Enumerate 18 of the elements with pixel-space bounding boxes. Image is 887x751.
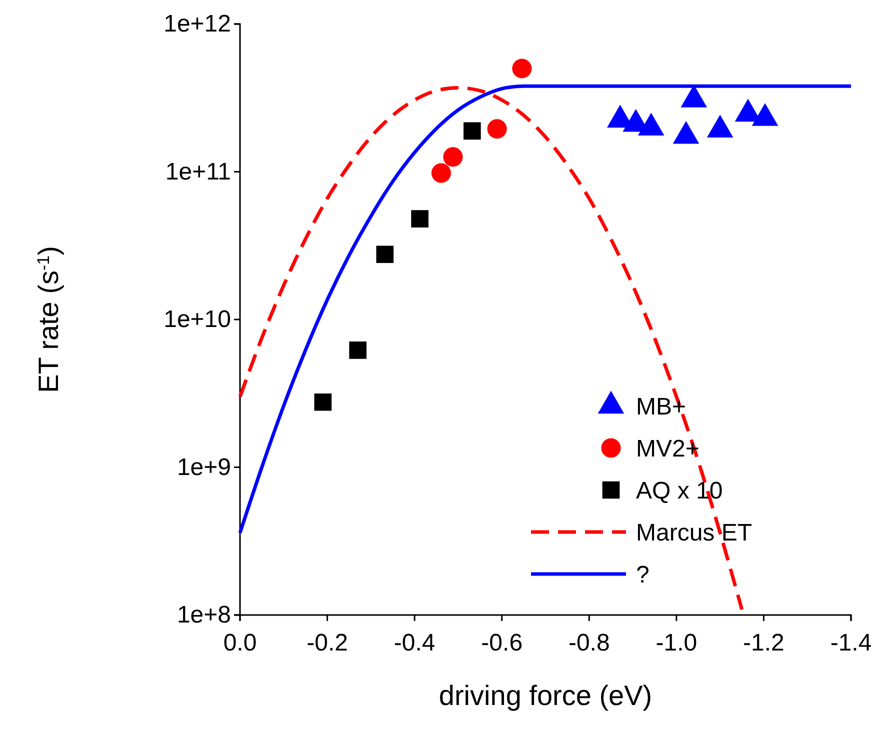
y-tick-label: 1e+12	[164, 10, 231, 38]
y-tick-label: 1e+10	[164, 306, 231, 334]
x-tick-label: -0.8	[568, 629, 610, 656]
x-axis-title: driving force (eV)	[438, 680, 652, 711]
legend-label: AQ x 10	[636, 477, 723, 504]
y-tick-label: 1e+11	[165, 158, 231, 186]
legend-label: MB+	[636, 393, 686, 420]
x-tick-label: 0.0	[223, 629, 257, 656]
y-tick-label: 1e+9	[176, 454, 231, 481]
legend-label: ?	[636, 561, 650, 588]
x-tick-label: -0.2	[306, 629, 348, 656]
x-tick-label: -1.4	[830, 629, 872, 656]
x-tick-label: -1.2	[743, 629, 784, 656]
y-tick-label: 1e+8	[176, 602, 231, 629]
x-tick-label: -0.4	[394, 629, 436, 656]
x-tick-label: -0.6	[481, 629, 523, 656]
legend-label: Marcus ET	[636, 519, 752, 546]
x-tick-label: -1.0	[656, 629, 698, 656]
